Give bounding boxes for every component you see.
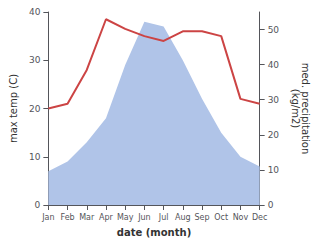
svg-text:Sep: Sep — [194, 213, 209, 222]
svg-text:Mar: Mar — [79, 213, 95, 222]
svg-text:Feb: Feb — [60, 213, 74, 222]
svg-text:0: 0 — [268, 200, 274, 210]
svg-text:med. precipitation: med. precipitation — [299, 62, 311, 155]
svg-text:Apr: Apr — [99, 213, 114, 222]
svg-text:Oct: Oct — [214, 213, 228, 222]
svg-text:0: 0 — [35, 200, 41, 210]
svg-text:40: 40 — [268, 60, 280, 70]
svg-text:Jul: Jul — [158, 213, 169, 222]
svg-text:Dec: Dec — [252, 213, 267, 222]
svg-text:40: 40 — [29, 7, 41, 17]
svg-text:Jan: Jan — [41, 213, 54, 222]
svg-text:Jun: Jun — [137, 213, 151, 222]
svg-text:May: May — [117, 213, 134, 222]
svg-text:20: 20 — [268, 130, 280, 140]
svg-text:20: 20 — [29, 104, 41, 114]
svg-text:30: 30 — [268, 95, 280, 105]
svg-text:10: 10 — [268, 165, 280, 175]
svg-text:Aug: Aug — [175, 213, 191, 222]
svg-text:10: 10 — [29, 152, 41, 162]
svg-text:max temp (C): max temp (C) — [8, 74, 19, 143]
svg-text:(kg/m2): (kg/m2) — [290, 89, 301, 129]
svg-text:date (month): date (month) — [117, 227, 191, 238]
svg-text:50: 50 — [268, 25, 280, 35]
svg-text:30: 30 — [29, 55, 41, 65]
svg-text:Nov: Nov — [233, 213, 249, 222]
